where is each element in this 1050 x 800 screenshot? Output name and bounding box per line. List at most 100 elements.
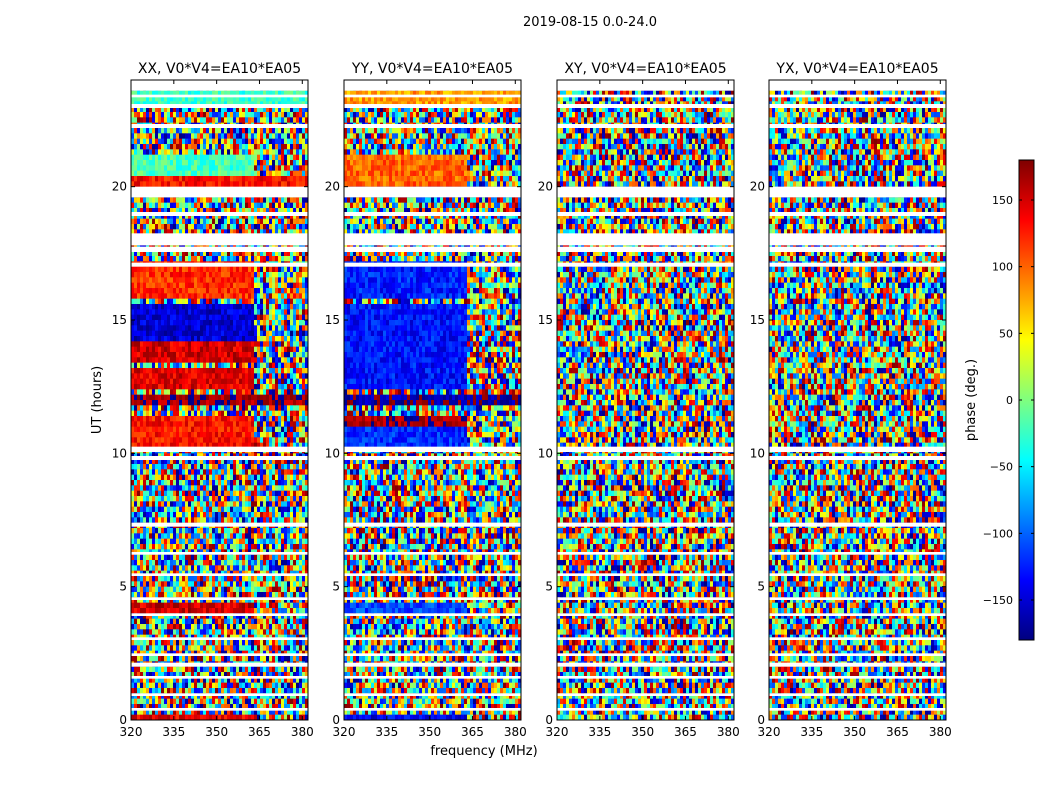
heatmap-cell [260,171,263,177]
heatmap-cell [167,160,170,166]
heatmap-cell [179,144,182,150]
heatmap-cell [155,176,158,182]
heatmap-cell [209,133,212,139]
heatmap-cell [287,197,290,203]
heatmap-cell [149,139,152,145]
heatmap-cell [149,149,152,155]
heatmap-cell [161,117,164,123]
heatmap-cell [182,176,185,182]
heatmap-cell [296,144,299,150]
heatmap-cell [191,203,194,209]
heatmap-cell [173,117,176,123]
heatmap-cell [293,133,296,139]
heatmap-cell [134,117,137,123]
heatmap-cell [149,165,152,171]
heatmap-cell [137,155,140,161]
heatmap-cell [278,181,281,187]
heatmap-cell [245,165,248,171]
heatmap-cell [167,144,170,150]
heatmap-cell [227,165,230,171]
heatmap-cell [224,155,227,161]
heatmap-cell [200,197,203,203]
heatmap-cell [251,112,254,118]
heatmap-cell [161,203,164,209]
heatmap-cell [185,171,188,177]
heatmap-cell [281,224,284,230]
heatmap-cell [275,171,278,177]
heatmap-cell [164,203,167,209]
heatmap-cell [152,181,155,187]
heatmap-cell [182,149,185,155]
heatmap-cell [212,149,215,155]
heatmap-cell [239,144,242,150]
heatmap-cell [206,155,209,161]
heatmap-cell [257,139,260,145]
heatmap-cell [185,203,188,209]
heatmap-cell [281,197,284,203]
heatmap-cell [245,181,248,187]
heatmap-cell [287,176,290,182]
heatmap-cell [248,219,251,225]
heatmap-cell [200,117,203,123]
heatmap-cell [287,117,290,123]
heatmap-cell [233,224,236,230]
heatmap-cell [164,139,167,145]
heatmap-cell [257,176,260,182]
heatmap-cell [230,155,233,161]
heatmap-cell [257,160,260,166]
heatmap-cell [260,128,263,134]
heatmap-cell [227,149,230,155]
heatmap-cell [221,149,224,155]
heatmap-cell [257,128,260,134]
heatmap-cell [239,176,242,182]
heatmap-cell [209,160,212,166]
heatmap-cell [296,112,299,118]
heatmap-cell [203,219,206,225]
heatmap-cell [158,165,161,171]
heatmap-cell [293,117,296,123]
heatmap-cell [176,181,179,187]
heatmap-cell [284,133,287,139]
heatmap-cell [185,112,188,118]
heatmap-cell [167,117,170,123]
heatmap-cell [287,224,290,230]
heatmap-cell [185,144,188,150]
heatmap-cell [299,139,302,145]
heatmap-cell [179,160,182,166]
heatmap-cell [269,224,272,230]
heatmap-cell [203,165,206,171]
heatmap-cell [188,117,191,123]
heatmap-cell [260,176,263,182]
heatmap-cell [299,155,302,161]
heatmap-cell [203,139,206,145]
heatmap-cell [302,155,305,161]
heatmap-cell [293,155,296,161]
heatmap-cell [155,181,158,187]
heatmap-cell [149,181,152,187]
heatmap-cell [257,112,260,118]
heatmap-cell [152,176,155,182]
heatmap-cell [236,176,239,182]
heatmap-cell [200,144,203,150]
heatmap-cell [173,203,176,209]
heatmap-cell [203,171,206,177]
heatmap-cell [296,203,299,209]
heatmap-cell [158,176,161,182]
heatmap-cell [302,139,305,145]
heatmap-cell [272,160,275,166]
heatmap-cell [299,219,302,225]
heatmap-cell [224,139,227,145]
heatmap-cell [284,181,287,187]
heatmap-cell [155,128,158,134]
heatmap-cell [284,149,287,155]
heatmap-cell [272,224,275,230]
heatmap-cell [179,139,182,145]
heatmap-cell [167,219,170,225]
heatmap-cell [278,160,281,166]
heatmap-cell [203,176,206,182]
heatmap-cell [266,176,269,182]
heatmap-cell [173,171,176,177]
heatmap-cell [272,155,275,161]
heatmap-cell [215,224,218,230]
heatmap-cell [200,128,203,134]
